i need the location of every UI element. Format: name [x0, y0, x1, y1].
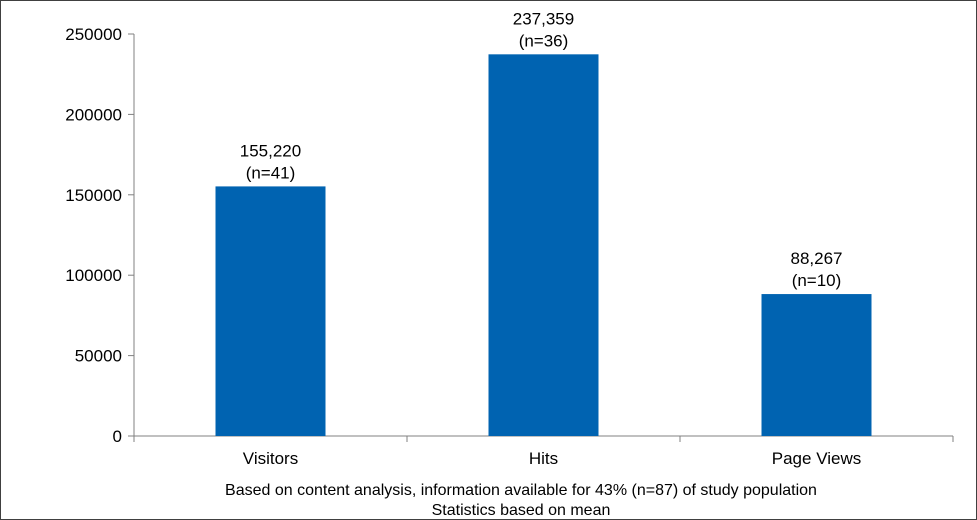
y-tick-label: 200000: [65, 105, 122, 124]
x-axis: Visitors Hits Page Views: [133, 435, 954, 468]
bar-page-views: [761, 294, 872, 436]
y-tick-label: 100000: [65, 266, 122, 285]
x-axis-note-line-1: Based on content analysis, information a…: [225, 482, 817, 499]
bar-n-label: (n=36): [519, 31, 569, 50]
x-category-label: Hits: [529, 449, 558, 468]
bars: [215, 54, 872, 437]
x-category-label: Visitors: [243, 449, 298, 468]
bar-n-label: (n=41): [246, 163, 296, 182]
x-category-label: Page Views: [772, 449, 861, 468]
y-tick-label: 150000: [65, 186, 122, 205]
y-tick-label: 50000: [75, 347, 122, 366]
y-tick-label: 250000: [65, 25, 122, 44]
x-axis-note-line-2: Statistics based on mean: [432, 502, 611, 519]
bar-hits: [488, 54, 599, 437]
y-tick-label: 0: [113, 427, 122, 446]
bar-visitors: [215, 186, 326, 436]
bar-value-label: 155,220: [240, 141, 301, 160]
bar-value-label: 237,359: [513, 9, 574, 28]
y-axis: 0 50000 100000 150000 200000 250000: [65, 25, 135, 446]
bar-value-label: 88,267: [791, 249, 843, 268]
bar-n-label: (n=10): [792, 271, 842, 290]
data-labels: 155,220 (n=41) 237,359 (n=36) 88,267 (n=10): [240, 9, 843, 290]
